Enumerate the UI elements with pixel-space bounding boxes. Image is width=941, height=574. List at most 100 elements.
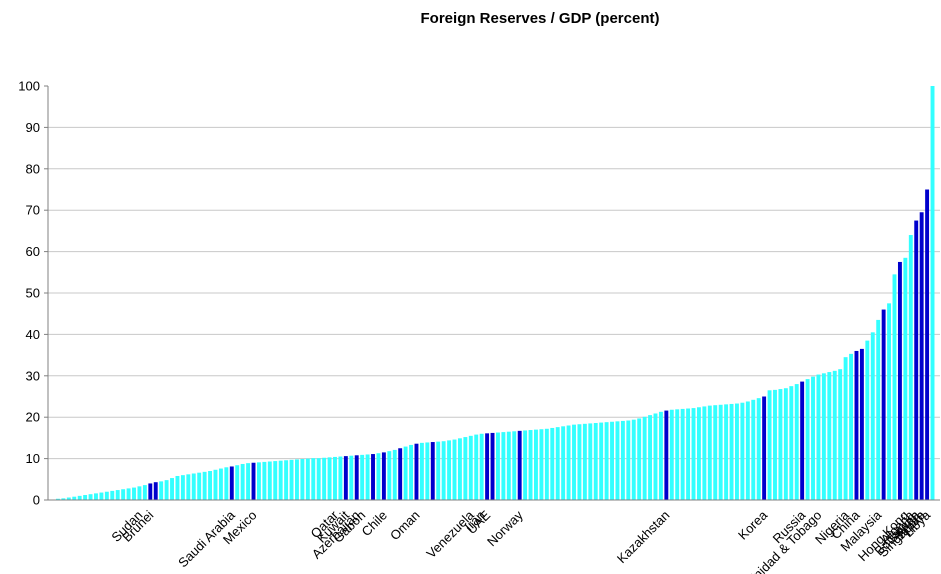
y-tick-label: 60: [26, 244, 40, 259]
y-tick-label: 70: [26, 203, 40, 218]
bar: [474, 434, 479, 500]
bar: [735, 403, 739, 500]
bar: [849, 353, 853, 500]
bar-highlighted: [881, 309, 886, 500]
bar: [300, 459, 305, 500]
bar: [696, 407, 701, 500]
bar-highlighted: [914, 220, 919, 501]
bar-highlighted: [251, 462, 256, 500]
bar: [284, 460, 289, 500]
y-tick-label: 90: [26, 120, 40, 135]
bar: [56, 498, 60, 500]
bar: [903, 257, 908, 500]
bar: [778, 389, 783, 500]
bar: [544, 428, 549, 500]
bar: [208, 471, 213, 500]
y-tick-label: 80: [26, 161, 40, 176]
bar: [142, 485, 147, 500]
bar: [653, 413, 658, 500]
bar: [104, 491, 109, 500]
bar-highlighted: [854, 350, 859, 500]
bar-highlighted: [490, 432, 495, 500]
bar: [930, 86, 935, 500]
bar: [838, 369, 843, 500]
bar: [713, 405, 718, 500]
bar: [180, 475, 185, 500]
bar: [680, 408, 685, 500]
bar: [246, 463, 251, 500]
bar: [61, 498, 66, 500]
bar: [501, 432, 506, 500]
bar: [729, 403, 734, 500]
bar: [821, 373, 826, 500]
bar: [745, 401, 750, 500]
bar: [534, 429, 538, 500]
bar: [539, 429, 544, 500]
bar: [403, 446, 408, 500]
bar-highlighted: [919, 212, 924, 500]
bar: [843, 357, 848, 500]
bar: [724, 404, 729, 500]
bar: [773, 389, 777, 500]
bar-highlighted: [517, 430, 522, 500]
bar: [110, 490, 115, 500]
bar: [213, 469, 218, 500]
bar: [99, 492, 104, 500]
bar: [479, 433, 484, 500]
bar: [740, 402, 745, 500]
bar: [186, 474, 191, 500]
axes: [47, 86, 940, 501]
bar: [550, 427, 555, 500]
bar: [561, 426, 566, 500]
bar-highlighted: [153, 482, 158, 500]
bar: [468, 435, 473, 500]
bar: [566, 425, 571, 500]
bars: [56, 86, 935, 501]
bar: [756, 398, 761, 500]
bar: [278, 460, 283, 500]
bar: [702, 406, 707, 500]
bar: [197, 472, 202, 500]
bar: [816, 374, 821, 500]
bar: [175, 475, 180, 500]
bar-highlighted: [897, 261, 902, 500]
bar: [794, 384, 799, 500]
bar: [457, 438, 462, 500]
bar: [159, 481, 164, 500]
bar: [789, 386, 794, 500]
bar: [718, 404, 723, 500]
bar: [604, 422, 609, 500]
bar: [333, 456, 337, 500]
bar: [164, 480, 169, 500]
bar: [783, 388, 788, 500]
bar: [94, 493, 98, 500]
x-category-label: Korea: [735, 507, 771, 543]
bar: [66, 497, 71, 500]
bar: [387, 451, 392, 500]
bar: [506, 431, 511, 500]
bar: [409, 444, 413, 500]
bar: [218, 468, 223, 500]
bar: [452, 439, 457, 500]
y-tick-label: 40: [26, 327, 40, 342]
y-tick-label: 0: [33, 493, 40, 508]
bar: [137, 486, 142, 500]
bar-highlighted: [381, 452, 386, 500]
bar: [121, 489, 126, 500]
bar: [349, 455, 354, 500]
bar-highlighted: [371, 454, 375, 500]
bar: [338, 456, 343, 500]
bar-highlighted: [800, 381, 805, 500]
bar: [322, 457, 327, 500]
bar: [441, 441, 446, 500]
y-tick-label: 50: [26, 286, 40, 301]
bar: [582, 423, 587, 500]
bar: [637, 418, 642, 500]
bar: [751, 399, 756, 500]
bar: [305, 458, 310, 500]
bar: [224, 467, 229, 500]
bar: [365, 454, 370, 500]
bar: [669, 409, 674, 500]
